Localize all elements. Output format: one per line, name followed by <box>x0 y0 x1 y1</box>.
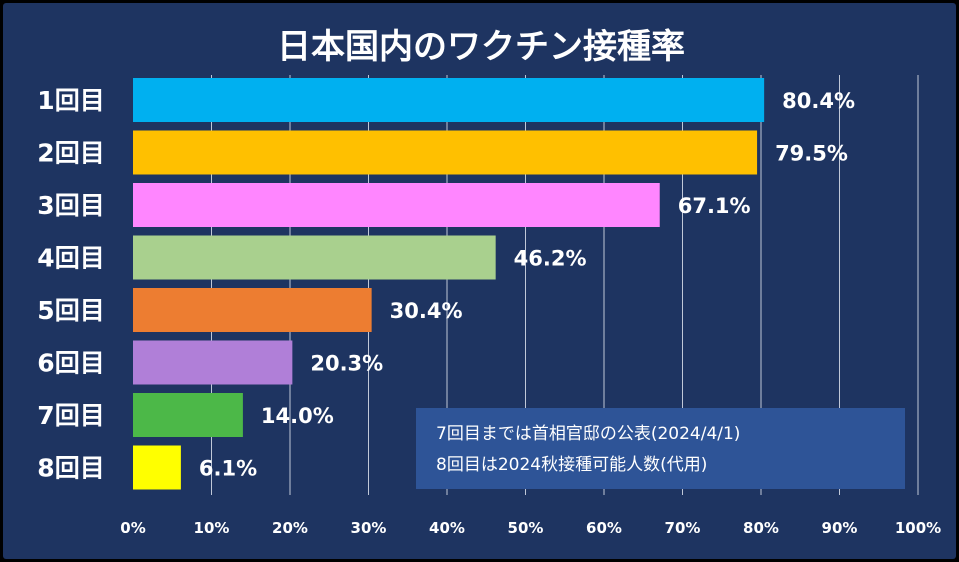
x-tick-label: 70% <box>665 519 701 537</box>
x-tick-label: 80% <box>743 519 779 537</box>
value-label: 14.0% <box>261 404 334 428</box>
annotation-line-2: 8回目は2024秋接種可能人数(代用) <box>436 455 707 475</box>
bars <box>133 78 765 490</box>
bar-chart: 日本国内のワクチン接種率 1回目 2回目 3回目 4回目 5回目 6回目 7回目 8回目 80… <box>37 27 941 537</box>
x-tick-label: 100% <box>895 519 941 537</box>
category-label: 4回目 <box>37 244 104 273</box>
x-tick-label: 50% <box>508 519 544 537</box>
x-tick-label: 40% <box>429 519 465 537</box>
category-label: 3回目 <box>37 191 104 220</box>
x-tick-label: 60% <box>586 519 622 537</box>
bar <box>133 445 181 490</box>
value-label: 6.1% <box>199 457 257 481</box>
x-tick-label: 0% <box>120 519 145 537</box>
value-label: 46.2% <box>514 247 587 271</box>
annotation-line-1: 7回目までは首相官邸の公表(2024/4/1) <box>436 424 740 444</box>
x-tick-label: 10% <box>194 519 230 537</box>
category-label: 2回目 <box>37 139 104 168</box>
value-label: 30.4% <box>390 299 463 323</box>
bar <box>133 393 243 437</box>
category-label: 7回目 <box>37 401 104 430</box>
annotation-background <box>416 408 905 489</box>
value-labels: 80.4% 79.5% 67.1% 46.2% 30.4% 20.3% 14.0% 6.1% <box>199 89 855 481</box>
category-labels: 1回目 2回目 3回目 4回目 5回目 6回目 7回目 8回目 <box>37 86 104 483</box>
category-label: 1回目 <box>37 86 104 115</box>
x-axis-tick-labels: 0% 10% 20% 30% 40% 50% 60% 70% 80% 90% 100% <box>120 519 941 537</box>
x-tick-label: 90% <box>822 519 858 537</box>
chart-frame: 日本国内のワクチン接種率 1回目 2回目 3回目 4回目 5回目 6回目 7回目 8回目 80… <box>3 3 956 559</box>
bar <box>133 288 372 332</box>
chart-title: 日本国内のワクチン接種率 <box>277 27 685 67</box>
bar <box>133 340 293 385</box>
bar <box>133 235 496 280</box>
annotation-box: 7回目までは首相官邸の公表(2024/4/1) 8回目は2024秋接種可能人数(… <box>416 408 905 489</box>
x-tick-label: 20% <box>272 519 308 537</box>
category-label: 8回目 <box>37 454 104 483</box>
value-label: 79.5% <box>775 142 848 166</box>
bar <box>133 183 660 227</box>
bar <box>133 78 765 122</box>
category-label: 5回目 <box>37 296 104 325</box>
value-label: 80.4% <box>782 89 855 113</box>
value-label: 20.3% <box>310 352 383 376</box>
x-tick-label: 30% <box>351 519 387 537</box>
category-label: 6回目 <box>37 349 104 378</box>
value-label: 67.1% <box>678 194 751 218</box>
bar <box>133 130 758 175</box>
